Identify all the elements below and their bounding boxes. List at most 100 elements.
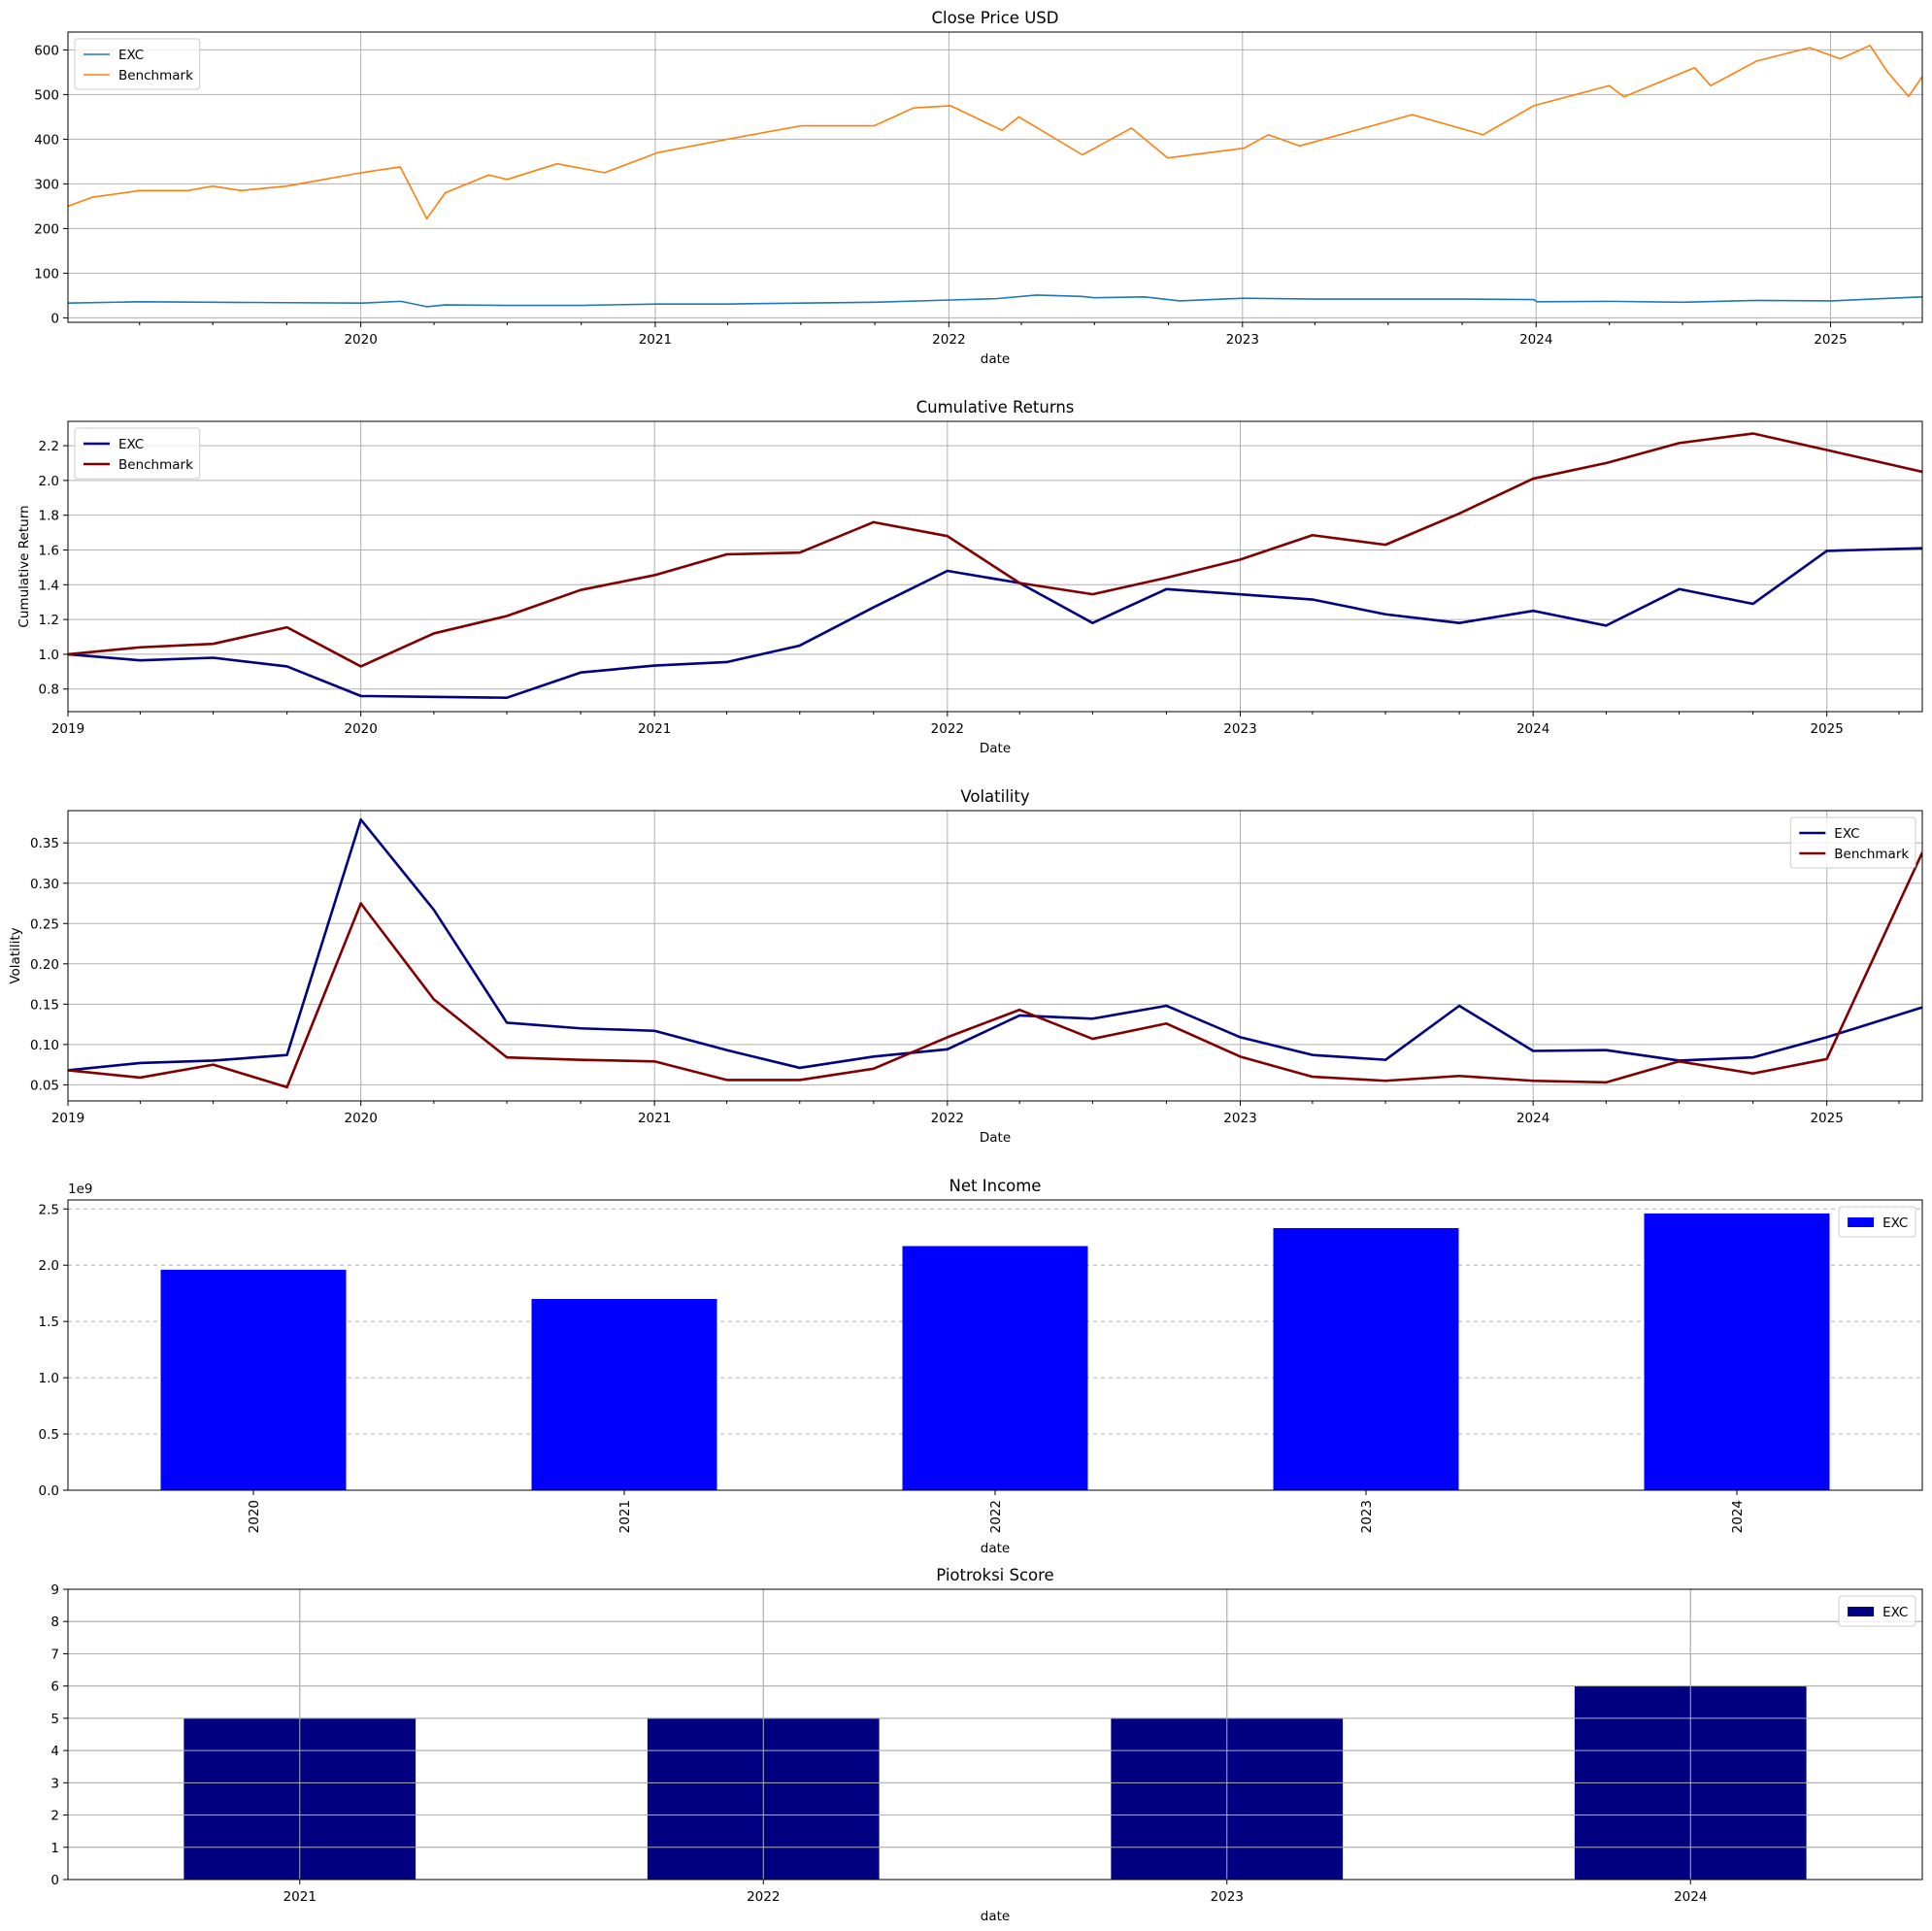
legend-label: EXC <box>1882 1605 1908 1620</box>
legend-box <box>74 38 201 90</box>
series-line-exc <box>68 817 1922 1072</box>
y-tick-label: 1.2 <box>39 613 59 628</box>
y-tick-label: 1.4 <box>39 578 59 593</box>
chart-title: Net Income <box>949 1177 1042 1195</box>
y-tick-label: 6 <box>50 1680 59 1695</box>
x-tick-label: 2025 <box>1810 721 1843 737</box>
y-tick-label: 0.15 <box>30 997 59 1013</box>
legend-label: Benchmark <box>118 457 193 473</box>
series-line-benchmark <box>68 432 1922 668</box>
legend-label: EXC <box>118 437 144 452</box>
x-tick-label: 2020 <box>344 721 377 737</box>
y-tick-label: 4 <box>50 1744 59 1759</box>
x-tick-label: 2020 <box>344 1111 377 1126</box>
x-tick-label: 2025 <box>1810 1111 1843 1126</box>
y-axis-label: Volatility <box>8 927 23 983</box>
x-tick-label: 2021 <box>617 1500 633 1533</box>
x-tick-label: 2021 <box>638 1111 671 1126</box>
x-tick-label: 2023 <box>1211 1889 1244 1905</box>
grid <box>67 811 1922 1101</box>
axis-offset-label: 1e9 <box>68 1182 92 1197</box>
y-tick-label: 7 <box>50 1647 59 1662</box>
y-tick-label: 0.0 <box>39 1483 59 1499</box>
y-axis-label: Cumulative Return <box>17 505 32 627</box>
legend-label: EXC <box>118 48 144 63</box>
x-tick-label: 2022 <box>988 1500 1004 1533</box>
x-axis-label: Date <box>980 741 1011 756</box>
legend-box <box>74 427 201 480</box>
y-tick-label: 600 <box>34 43 59 58</box>
x-tick-label: 2020 <box>247 1500 262 1533</box>
chart-panel-2: 0.8 1.0 1.2 1.4 1.6 1.8 2.0 2.2 2019 2020 2021 2022… <box>17 398 1923 756</box>
y-tick-label: 9 <box>50 1582 59 1598</box>
legend-box <box>1789 816 1916 869</box>
y-tick-label: 2.0 <box>39 474 59 489</box>
legend: EXC <box>1838 1595 1916 1627</box>
x-tick-label: 2023 <box>1226 332 1259 348</box>
y-tick-label: 1.8 <box>39 509 59 524</box>
legend: EXC Benchmark <box>1789 816 1916 869</box>
x-tick-label: 2023 <box>1223 721 1256 737</box>
y-tick-label: 1.0 <box>39 1371 59 1386</box>
chart-title: Cumulative Returns <box>916 398 1075 416</box>
x-tick-label: 2020 <box>344 332 377 348</box>
x-tick-label: 2021 <box>639 332 672 348</box>
legend-box <box>1838 1206 1916 1238</box>
x-tick-label: 2022 <box>747 1889 780 1905</box>
legend-swatch <box>1848 1217 1875 1227</box>
x-tick-label: 2024 <box>1516 721 1549 737</box>
x-tick-label: 2023 <box>1359 1500 1375 1533</box>
y-tick-label: 0.5 <box>39 1427 59 1443</box>
x-tick-label: 2022 <box>932 332 965 348</box>
legend-label: Benchmark <box>1834 847 1909 862</box>
x-axis-label: date <box>981 351 1010 367</box>
series-line-exc <box>68 294 1922 308</box>
y-tick-label: 300 <box>34 177 59 192</box>
legend-box <box>1838 1595 1916 1627</box>
y-tick-label: 1.5 <box>39 1315 59 1330</box>
y-tick-label: 2.0 <box>39 1258 59 1274</box>
legend: EXC Benchmark <box>74 38 201 90</box>
y-tick-label: 2.5 <box>39 1202 59 1217</box>
axes-frame <box>67 31 1923 323</box>
x-axis-label: date <box>981 1541 1010 1556</box>
y-tick-label: 0.20 <box>30 957 59 973</box>
y-tick-label: 0.8 <box>39 683 59 698</box>
x-tick-label: 2024 <box>1730 1500 1746 1533</box>
series-line-exc <box>68 547 1922 699</box>
x-tick-label: 2022 <box>931 721 964 737</box>
y-tick-label: 0.25 <box>30 916 59 932</box>
axes-frame <box>67 810 1923 1102</box>
y-tick-label: 0.10 <box>30 1038 59 1053</box>
y-tick-label: 200 <box>34 221 59 237</box>
x-tick-label: 2019 <box>51 1111 84 1126</box>
x-axis-label: Date <box>980 1130 1011 1146</box>
x-tick-label: 2024 <box>1519 332 1552 348</box>
y-tick-label: 2 <box>50 1809 59 1824</box>
y-tick-label: 0.30 <box>30 877 59 892</box>
legend: EXC <box>1838 1206 1916 1238</box>
y-tick-label: 0.05 <box>30 1078 59 1093</box>
series-line-benchmark <box>68 44 1922 220</box>
bar-2022 <box>902 1246 1088 1490</box>
bar-2023 <box>1273 1227 1459 1490</box>
x-tick-label: 2025 <box>1814 332 1847 348</box>
legend-label: EXC <box>1882 1215 1908 1231</box>
chart-panel-4: 0.0 0.5 1.0 1.5 2.0 2.5 2020 2021 2022 2023 2024 Ne… <box>39 1177 1923 1556</box>
chart-title: Close Price USD <box>932 9 1059 27</box>
axes-frame <box>67 1588 1923 1881</box>
legend-label: EXC <box>1834 826 1859 842</box>
y-tick-label: 0 <box>50 1873 59 1888</box>
legend: EXC Benchmark <box>74 427 201 480</box>
y-tick-label: 1.6 <box>39 543 59 558</box>
bar-2021 <box>531 1298 717 1490</box>
y-tick-label: 5 <box>50 1712 59 1727</box>
y-tick-label: 0.35 <box>30 836 59 851</box>
chart-title: Volatility <box>960 787 1029 806</box>
grid <box>67 421 1922 712</box>
bar-2020 <box>160 1269 347 1490</box>
x-tick-label: 2023 <box>1223 1111 1256 1126</box>
chart-title: Piotroksi Score <box>936 1566 1053 1584</box>
y-tick-label: 0 <box>50 311 59 326</box>
